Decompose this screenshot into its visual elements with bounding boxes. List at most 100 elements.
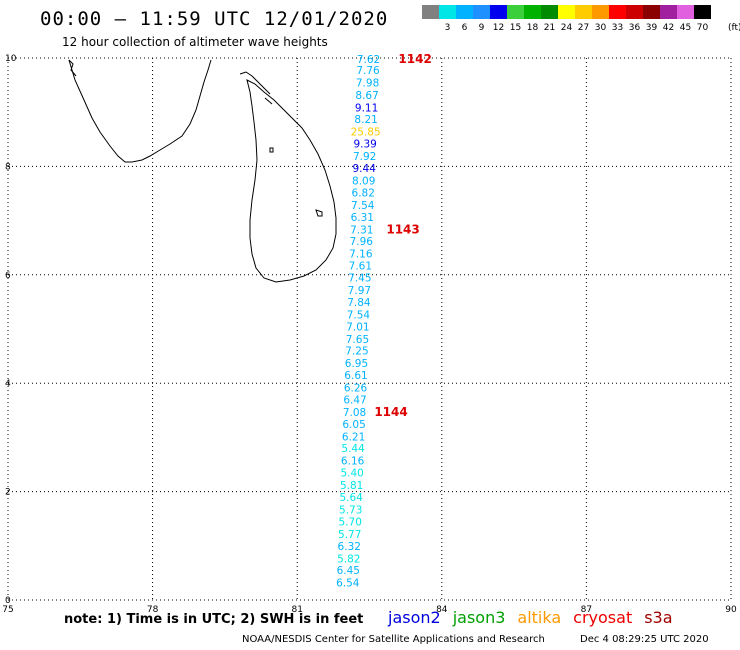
legend-entry: altika xyxy=(517,608,562,627)
swh-value: 7.97 xyxy=(348,285,371,297)
scale-label: 36 xyxy=(628,23,641,33)
credit-line: NOAA/NESDIS Center for Satellite Applica… xyxy=(242,634,545,645)
scale-swatch xyxy=(626,5,643,19)
swh-value: 25.85 xyxy=(351,127,381,139)
pass-number: 1143 xyxy=(386,222,419,236)
scale-swatch xyxy=(507,5,524,19)
scale-swatch xyxy=(490,5,507,19)
y-tick-label: 10 xyxy=(5,54,17,64)
swh-value: 7.98 xyxy=(356,77,379,89)
swh-value: 8.21 xyxy=(354,114,377,126)
satellite-legend: jason2 jason3 altika cryosat s3a xyxy=(388,608,685,627)
scale-label: 39 xyxy=(645,23,658,33)
lat-lon-grid xyxy=(7,57,732,601)
swh-value: 5.44 xyxy=(341,443,365,455)
scale-swatch xyxy=(473,5,490,19)
scale-swatch xyxy=(643,5,660,19)
swh-value: 6.26 xyxy=(344,383,368,395)
scale-label: 9 xyxy=(478,23,485,33)
india-coastline-west-detail xyxy=(68,59,77,77)
chart-subtitle: 12 hour collection of altimeter wave hei… xyxy=(62,35,328,49)
scale-swatch xyxy=(592,5,609,19)
axis-ticks: 75 78 81 84 87 90 0 2 4 6 8 10 xyxy=(2,54,737,615)
swh-value: 6.16 xyxy=(341,456,365,468)
swh-value: 6.31 xyxy=(351,212,374,224)
scale-swatch xyxy=(558,5,575,19)
pass-number: 1144 xyxy=(374,405,407,419)
swh-value: 7.92 xyxy=(353,151,376,163)
scale-swatch xyxy=(694,5,711,19)
swh-value: 7.45 xyxy=(348,273,371,285)
scale-swatch xyxy=(575,5,592,19)
x-tick-label: 78 xyxy=(147,605,159,615)
swh-value: 5.70 xyxy=(339,516,362,528)
x-tick-label: 90 xyxy=(725,605,737,615)
scale-unit: (ft) xyxy=(728,23,740,33)
swh-value: 7.54 xyxy=(351,200,375,212)
swh-value: 7.16 xyxy=(349,249,373,261)
scale-label: 18 xyxy=(526,23,539,33)
swh-value: 9.11 xyxy=(355,102,378,114)
scale-swatch xyxy=(677,5,694,19)
swh-value: 5.81 xyxy=(340,480,363,492)
swh-value: 5.77 xyxy=(338,529,361,541)
swh-value: 8.09 xyxy=(352,175,375,187)
pass-number: 1142 xyxy=(398,52,431,66)
scale-label: 15 xyxy=(509,23,522,33)
scale-label: 45 xyxy=(679,23,692,33)
scale-label: 70 xyxy=(696,23,709,33)
swh-value: 5.82 xyxy=(337,553,360,565)
scale-swatch xyxy=(609,5,626,19)
swh-value: 9.39 xyxy=(353,139,376,151)
y-tick-label: 0 xyxy=(5,596,11,606)
swh-value: 7.31 xyxy=(350,224,373,236)
swh-value: 6.21 xyxy=(342,431,365,443)
scale-label: 3 xyxy=(444,23,451,33)
y-tick-label: 6 xyxy=(5,271,11,281)
swh-value: 7.76 xyxy=(356,65,380,77)
swh-observations: 7.627.767.988.679.118.2125.859.397.929.4… xyxy=(336,54,381,590)
swh-value: 6.32 xyxy=(338,541,361,553)
jaffna-detail xyxy=(239,71,273,105)
swh-value: 7.01 xyxy=(346,321,369,333)
scale-label: 6 xyxy=(461,23,468,33)
swh-value: 6.82 xyxy=(352,187,375,199)
scale-label: 33 xyxy=(611,23,624,33)
swh-value: 7.61 xyxy=(349,261,372,273)
scale-label: 21 xyxy=(543,23,556,33)
swh-value: 6.47 xyxy=(343,394,366,406)
x-tick-label: 87 xyxy=(581,605,592,615)
x-tick-label: 81 xyxy=(291,605,302,615)
swh-value: 7.96 xyxy=(350,236,374,248)
scale-swatch xyxy=(660,5,677,19)
legend-entry: cryosat xyxy=(573,608,633,627)
chart-title: 00:00 – 11:59 UTC 12/01/2020 xyxy=(40,8,389,30)
swh-value: 6.05 xyxy=(342,419,365,431)
scale-label: 27 xyxy=(577,23,590,33)
scale-swatch xyxy=(456,5,473,19)
lagoon-detail xyxy=(315,209,323,217)
x-tick-label: 84 xyxy=(436,605,448,615)
swh-value: 7.25 xyxy=(345,346,368,358)
scale-swatch xyxy=(541,5,558,19)
generated-timestamp: Dec 4 08:29:25 UTC 2020 xyxy=(580,634,709,645)
swh-value: 7.08 xyxy=(343,407,366,419)
scale-swatch xyxy=(422,5,439,19)
swh-value: 6.61 xyxy=(344,370,367,382)
sri-lanka-coastline xyxy=(246,79,337,283)
footnote: note: 1) Time is in UTC; 2) SWH is in fe… xyxy=(64,612,364,627)
x-tick-label: 75 xyxy=(2,605,13,615)
india-coastline xyxy=(68,59,212,163)
swh-value: 6.54 xyxy=(336,578,360,590)
swh-value: 6.95 xyxy=(345,358,368,370)
scale-label: 42 xyxy=(662,23,675,33)
swh-value: 7.84 xyxy=(347,297,371,309)
swh-value: 7.54 xyxy=(347,309,371,321)
swh-value: 7.62 xyxy=(357,54,380,66)
scale-swatch xyxy=(439,5,456,19)
coastline xyxy=(68,59,337,283)
swh-value: 5.73 xyxy=(339,504,362,516)
swh-value: 5.40 xyxy=(340,468,363,480)
legend-entry: s3a xyxy=(644,608,673,627)
